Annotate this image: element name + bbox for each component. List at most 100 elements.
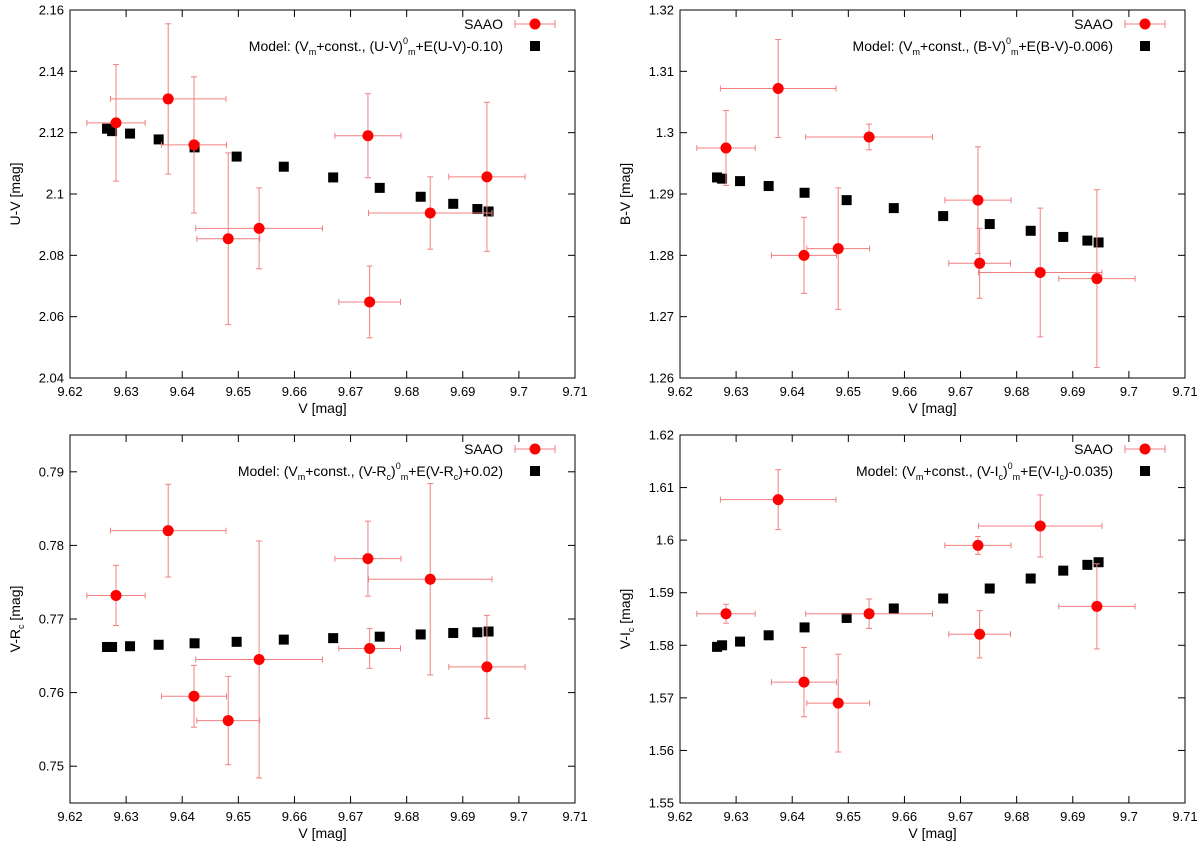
x-tick-label: 9.67 bbox=[948, 809, 973, 824]
model-point bbox=[888, 603, 899, 614]
model-point bbox=[448, 198, 459, 209]
legend-label-model-part: Model: (V bbox=[249, 38, 310, 54]
saao-point bbox=[86, 564, 146, 627]
x-tick-label: 9.67 bbox=[338, 384, 363, 399]
saao-point bbox=[806, 653, 871, 753]
legend-marker-model bbox=[1140, 41, 1150, 51]
y-tick-label: 1.32 bbox=[649, 3, 674, 18]
legend-label-model-part: c bbox=[1059, 472, 1064, 482]
legend-marker-model bbox=[1140, 466, 1150, 476]
model-point bbox=[1093, 557, 1104, 568]
y-tick-label: 1.3 bbox=[656, 125, 674, 140]
legend-label-model-part: m bbox=[401, 472, 409, 482]
saao-marker bbox=[798, 249, 810, 261]
model-point bbox=[483, 626, 494, 637]
saao-point bbox=[338, 628, 401, 669]
x-tick-label: 9.63 bbox=[113, 384, 138, 399]
plot-frame bbox=[679, 9, 1186, 379]
legend-label-model-part: 0 bbox=[1008, 461, 1013, 471]
saao-point bbox=[368, 483, 493, 676]
model-point bbox=[1058, 565, 1069, 576]
saao-point bbox=[696, 110, 756, 186]
saao-point bbox=[944, 535, 1012, 555]
model-point bbox=[763, 181, 774, 192]
saao-marker bbox=[974, 628, 986, 640]
saao-point bbox=[719, 38, 837, 139]
model-point bbox=[938, 593, 949, 604]
x-tick-label: 9.63 bbox=[723, 809, 748, 824]
y-tick-label: 2.08 bbox=[39, 248, 64, 263]
saao-point bbox=[338, 265, 401, 339]
saao-marker bbox=[772, 494, 784, 506]
plot-frame bbox=[69, 434, 576, 804]
x-tick-label: 9.64 bbox=[170, 384, 195, 399]
model-point bbox=[1093, 237, 1104, 248]
saao-point bbox=[109, 23, 227, 175]
plot-frame bbox=[679, 434, 1186, 804]
saao-marker bbox=[188, 690, 200, 702]
saao-marker bbox=[1034, 520, 1046, 532]
y-tick-label: 0.77 bbox=[39, 612, 64, 627]
model-point bbox=[189, 638, 200, 649]
saao-point bbox=[948, 227, 1011, 299]
saao-point bbox=[696, 603, 756, 624]
x-axis-title: V [mag] bbox=[298, 825, 346, 841]
legend-label-model-part: )+0.02) bbox=[458, 463, 503, 479]
saao-point bbox=[978, 494, 1103, 558]
saao-marker bbox=[720, 142, 732, 154]
saao-marker bbox=[364, 642, 376, 654]
model-point bbox=[1082, 559, 1093, 570]
model-point bbox=[1082, 235, 1093, 246]
x-tick-label: 9.64 bbox=[170, 809, 195, 824]
saao-marker bbox=[974, 257, 986, 269]
x-axis-title: V [mag] bbox=[908, 400, 956, 416]
x-tick-label: 9.68 bbox=[394, 384, 419, 399]
legend-label-model-part: m bbox=[1011, 47, 1019, 57]
x-tick-label: 9.63 bbox=[723, 384, 748, 399]
saao-point bbox=[160, 76, 228, 214]
saao-marker bbox=[110, 117, 122, 129]
x-tick-label: 9.65 bbox=[226, 809, 251, 824]
y-axis-title-part: c bbox=[16, 624, 26, 629]
saao-marker bbox=[1091, 600, 1103, 612]
saao-marker bbox=[424, 573, 436, 585]
saao-point bbox=[448, 101, 526, 252]
y-tick-label: 0.76 bbox=[39, 685, 64, 700]
saao-point bbox=[334, 520, 402, 597]
model-point bbox=[278, 161, 289, 172]
x-tick-label: 9.64 bbox=[780, 809, 805, 824]
legend-label-model-part: ) bbox=[391, 463, 396, 479]
saao-marker bbox=[362, 553, 374, 565]
x-axis-title: V [mag] bbox=[298, 400, 346, 416]
model-point bbox=[328, 172, 339, 183]
panel-bv: 9.62 9.63 9.64 9.65 9.66 9.67 9.68 9.69 9.7 9.71 1… bbox=[617, 3, 1198, 417]
saao-marker bbox=[253, 653, 265, 665]
x-tick-label: 9.67 bbox=[948, 384, 973, 399]
model-point bbox=[717, 640, 728, 651]
legend-label-model-part: 0 bbox=[396, 461, 401, 471]
legend-label-model-part: +E(B-V)-0.006) bbox=[1018, 38, 1113, 54]
saao-marker bbox=[188, 139, 200, 151]
model-point bbox=[712, 641, 723, 652]
legend-label-observed: SAAO bbox=[464, 16, 503, 32]
y-tick-label: 0.78 bbox=[39, 538, 64, 553]
model-point bbox=[125, 128, 136, 139]
y-tick-label: 1.61 bbox=[649, 480, 674, 495]
x-tick-label: 9.71 bbox=[562, 384, 587, 399]
legend-label-model: Model: (Vm+const., (V-Ic)0m+E(V-Ic)-0.03… bbox=[856, 461, 1113, 482]
x-tick-label: 9.7 bbox=[1120, 384, 1138, 399]
model-point bbox=[799, 187, 810, 198]
legend-marker-observed bbox=[529, 443, 541, 455]
saao-point bbox=[806, 187, 871, 310]
model-point bbox=[102, 123, 113, 134]
y-tick-label: 1.31 bbox=[649, 64, 674, 79]
x-tick-label: 9.69 bbox=[450, 384, 475, 399]
x-tick-label: 9.65 bbox=[836, 809, 861, 824]
model-point bbox=[735, 636, 746, 647]
saao-marker bbox=[162, 525, 174, 537]
model-point bbox=[107, 641, 118, 652]
x-tick-label: 9.71 bbox=[562, 809, 587, 824]
y-tick-label: 1.6 bbox=[656, 533, 674, 548]
x-tick-label: 9.71 bbox=[1172, 384, 1197, 399]
legend-label-model-part: ) bbox=[1003, 463, 1008, 479]
